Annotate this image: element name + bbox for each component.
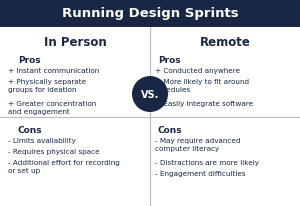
FancyBboxPatch shape	[0, 0, 300, 28]
Text: - Additional effort for recording
or set up: - Additional effort for recording or set…	[8, 159, 120, 173]
Text: + Greater concentration
and engagement: + Greater concentration and engagement	[8, 101, 96, 114]
Text: - May require advanced
computer literacy: - May require advanced computer literacy	[155, 137, 241, 151]
Text: - Limits availability: - Limits availability	[8, 137, 76, 143]
Text: + Easily integrate software: + Easily integrate software	[155, 101, 253, 107]
Text: In Person: In Person	[44, 35, 106, 48]
Text: Pros: Pros	[158, 56, 181, 65]
Text: + More likely to fit around
schedules: + More likely to fit around schedules	[155, 79, 249, 92]
Circle shape	[132, 77, 168, 112]
Text: Remote: Remote	[200, 35, 250, 48]
Text: + Conducted anywhere: + Conducted anywhere	[155, 68, 240, 74]
Text: VS.: VS.	[141, 90, 159, 99]
Text: Cons: Cons	[18, 125, 43, 134]
Text: + Instant communication: + Instant communication	[8, 68, 99, 74]
Text: - Engagement difficulties: - Engagement difficulties	[155, 170, 246, 176]
Text: Pros: Pros	[18, 56, 40, 65]
Text: Running Design Sprints: Running Design Sprints	[62, 7, 238, 20]
Text: - Requires physical space: - Requires physical space	[8, 148, 100, 154]
Text: - Distractions are more likely: - Distractions are more likely	[155, 159, 259, 165]
Text: + Physically separate
groups for ideation: + Physically separate groups for ideatio…	[8, 79, 86, 92]
Text: Cons: Cons	[158, 125, 183, 134]
